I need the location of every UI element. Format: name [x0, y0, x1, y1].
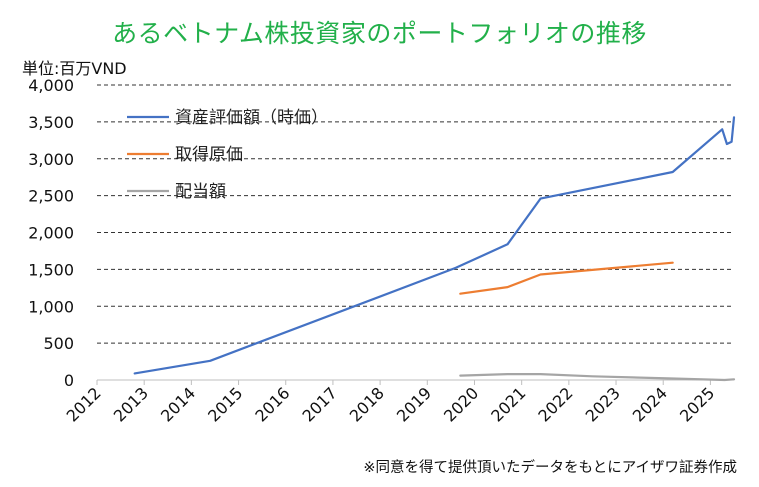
series-lines	[133, 116, 736, 382]
series-line-1	[133, 116, 736, 375]
x-tick-label-2019: 2019	[393, 383, 435, 425]
y-tick-label-3000: 3,000	[28, 150, 74, 169]
x-tick-label-2015: 2015	[204, 383, 246, 425]
x-tick-label-2025: 2025	[676, 383, 718, 425]
y-tick-labels: 0 500 1,000 1,500 2,000 2,500 3,000 3,500 4,000	[28, 76, 74, 390]
y-tick-label-1000: 1,000	[28, 297, 74, 316]
x-tick-label-2021: 2021	[487, 383, 529, 425]
y-tick-label-2500: 2,500	[28, 187, 74, 206]
x-tick-labels: 2012 2013 2014 2015 2016 2017 2018 2019 2020 2021…	[63, 383, 719, 425]
y-tick-label-4000: 4,000	[28, 76, 74, 95]
footnote: ※同意を得て提供頂いたデータをもとにアイザワ証券作成	[363, 460, 737, 476]
x-tick-label-2013: 2013	[110, 383, 152, 425]
x-tick-label-2016: 2016	[251, 383, 293, 425]
x-tick-label-2023: 2023	[582, 383, 624, 425]
legend-label-1: 資産評価額（時価）	[175, 108, 328, 128]
y-tick-label-1500: 1,500	[28, 260, 74, 279]
series-line-2	[459, 261, 674, 295]
x-tick-label-2018: 2018	[346, 383, 388, 425]
legend-label-2: 取得原価	[175, 145, 243, 165]
x-tick-label-2022: 2022	[534, 383, 576, 425]
x-tick-label-2020: 2020	[440, 383, 482, 425]
x-tick-label-2024: 2024	[629, 383, 671, 425]
legend-label-3: 配当額	[175, 182, 226, 202]
series-line-3	[459, 373, 736, 382]
y-tick-label-500: 500	[43, 334, 74, 353]
chart-title: あるベトナム株投資家のポートフォリオの推移	[112, 19, 647, 48]
axes	[96, 379, 734, 385]
x-tick-label-2014: 2014	[157, 383, 199, 425]
y-tick-label-2000: 2,000	[28, 224, 74, 243]
x-tick-label-2017: 2017	[299, 383, 341, 425]
y-tick-label-0: 0	[64, 371, 74, 390]
y-axis-unit-label: 単位:百万VND	[22, 59, 127, 78]
y-tick-label-3500: 3,500	[28, 113, 74, 132]
gridlines	[97, 84, 734, 344]
